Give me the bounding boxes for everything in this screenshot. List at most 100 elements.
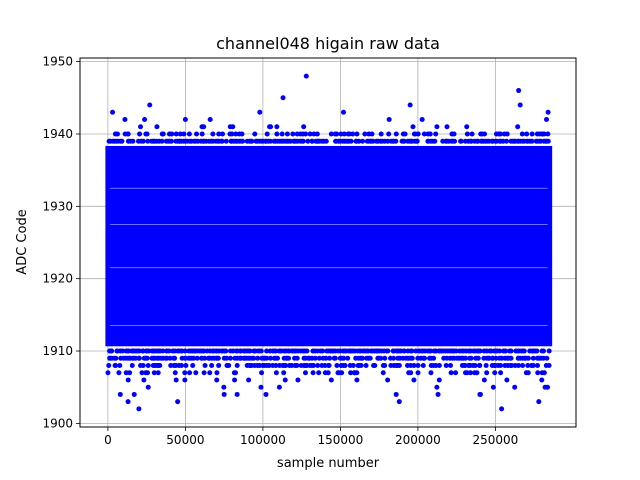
data-point xyxy=(322,363,328,368)
data-point xyxy=(178,363,184,368)
data-point xyxy=(356,138,362,144)
data-point xyxy=(393,131,399,137)
data-point xyxy=(267,355,273,361)
data-point xyxy=(444,124,450,130)
data-point xyxy=(378,131,384,137)
data-point xyxy=(199,131,205,137)
data-point xyxy=(246,377,252,383)
data-point xyxy=(341,131,347,137)
data-point xyxy=(451,131,457,137)
data-point xyxy=(453,370,459,376)
data-point xyxy=(545,131,551,137)
data-point xyxy=(469,131,475,137)
plot-frame xyxy=(79,57,577,428)
data-point xyxy=(427,131,433,137)
data-point xyxy=(300,138,306,144)
data-point xyxy=(339,370,345,376)
data-points xyxy=(105,73,553,412)
data-point xyxy=(130,138,136,144)
data-point xyxy=(136,355,142,361)
data-point xyxy=(370,138,376,144)
data-point xyxy=(545,384,551,390)
data-point xyxy=(234,391,240,397)
data-point xyxy=(139,370,145,376)
data-point xyxy=(535,363,541,368)
x-tick-label: 100000 xyxy=(240,433,286,447)
data-point xyxy=(214,370,220,376)
data-point xyxy=(181,131,187,137)
data-point xyxy=(492,370,498,376)
data-point xyxy=(434,384,440,390)
data-point xyxy=(402,131,408,137)
data-point xyxy=(508,348,514,354)
y-tick-label: 1940 xyxy=(42,127,73,141)
outlier-point xyxy=(125,399,131,405)
data-point xyxy=(436,377,442,383)
data-point xyxy=(137,131,143,137)
data-point xyxy=(323,355,329,361)
data-point xyxy=(234,363,240,368)
data-point xyxy=(326,363,332,368)
outlier-point xyxy=(536,399,542,405)
data-point xyxy=(529,131,535,137)
data-point xyxy=(267,138,273,144)
data-point xyxy=(264,348,270,354)
data-point xyxy=(520,363,526,368)
data-point xyxy=(154,124,160,130)
data-point xyxy=(316,355,322,361)
data-point xyxy=(294,363,300,368)
outlier-point xyxy=(516,88,522,94)
data-point xyxy=(201,370,207,376)
data-point xyxy=(474,370,480,376)
data-point xyxy=(497,348,503,354)
data-point xyxy=(534,348,540,354)
data-point xyxy=(448,370,454,376)
data-point xyxy=(202,355,208,361)
data-point xyxy=(273,370,279,376)
data-point xyxy=(114,131,120,137)
data-point xyxy=(202,363,208,368)
x-tick-label: 0 xyxy=(104,433,112,447)
data-point xyxy=(166,348,172,354)
data-point xyxy=(239,131,245,137)
y-tick-label: 1920 xyxy=(42,272,73,286)
data-point xyxy=(409,348,415,354)
data-point xyxy=(232,377,238,383)
data-point xyxy=(229,131,235,137)
data-point xyxy=(481,377,487,383)
data-point xyxy=(436,363,442,368)
data-point xyxy=(367,355,373,361)
data-point xyxy=(252,131,258,137)
outlier-point xyxy=(545,109,551,115)
data-point xyxy=(145,138,151,144)
axis-ticks: 0 50000 100000 150000 200000 250000 1900 1910 19… xyxy=(42,55,518,447)
data-point xyxy=(415,370,421,376)
data-point xyxy=(116,370,122,376)
data-point xyxy=(540,348,546,354)
data-point xyxy=(410,124,416,130)
data-point xyxy=(482,131,488,137)
data-point xyxy=(475,355,481,361)
data-point xyxy=(141,377,147,383)
data-point xyxy=(530,355,536,361)
data-point xyxy=(186,131,192,137)
data-point xyxy=(462,363,468,368)
data-point xyxy=(483,363,489,368)
data-point xyxy=(251,355,257,361)
data-point xyxy=(145,370,151,376)
data-point xyxy=(348,138,354,144)
outlier-point xyxy=(477,391,483,397)
data-point xyxy=(378,355,384,361)
data-point xyxy=(515,363,521,368)
data-point xyxy=(117,363,123,368)
data-point xyxy=(151,370,157,376)
data-point xyxy=(305,138,311,144)
x-tick-label: 250000 xyxy=(472,433,518,447)
data-point xyxy=(160,131,166,137)
data-point xyxy=(358,363,364,368)
data-point xyxy=(303,131,309,137)
data-point xyxy=(301,124,307,130)
data-point xyxy=(477,348,483,354)
data-point xyxy=(294,355,300,361)
outlier-point xyxy=(435,391,441,397)
